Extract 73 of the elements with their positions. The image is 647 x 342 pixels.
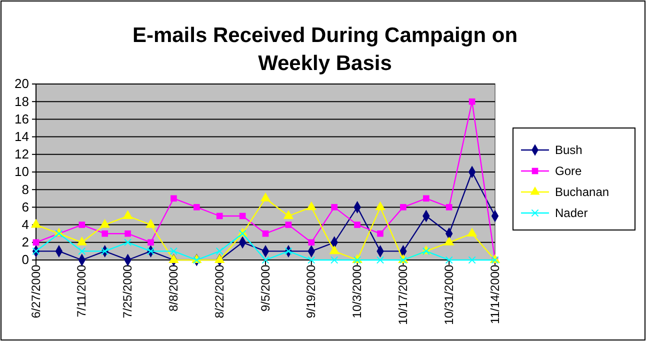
point: [124, 230, 131, 237]
y-tick-label: 18: [14, 94, 29, 109]
point: [445, 256, 453, 264]
x-tick-label: 10/3/2000: [350, 264, 364, 318]
point: [329, 245, 340, 254]
y-tick-label: 16: [14, 111, 29, 126]
point: [444, 236, 454, 246]
point: [466, 228, 478, 237]
point: [76, 236, 87, 246]
point: [468, 256, 476, 264]
point: [78, 247, 86, 255]
point: [283, 210, 294, 219]
point: [32, 247, 40, 255]
x-tick-label: 10/17/2000: [396, 264, 410, 325]
x-tick-label: 11/14/2000: [488, 264, 502, 324]
point: [446, 204, 452, 210]
y-tick-label: 6: [22, 199, 29, 214]
point: [377, 230, 384, 237]
point: [468, 98, 476, 105]
point: [168, 254, 179, 263]
x-tick-label: 6/27/2000: [28, 264, 43, 318]
point: [124, 238, 132, 246]
point: [308, 239, 315, 246]
y-tick-label: 0: [22, 252, 29, 268]
point: [100, 218, 110, 228]
point: [239, 212, 246, 220]
point: [170, 195, 177, 202]
point: [170, 247, 178, 255]
legend-label: Nader: [555, 206, 588, 220]
point: [146, 247, 155, 255]
y-tick-label: 12: [14, 146, 29, 162]
legend-label: Buchanan: [555, 185, 610, 199]
point: [400, 204, 406, 210]
legend-label: Bush: [555, 143, 582, 157]
point: [148, 239, 154, 246]
point: [285, 222, 292, 228]
point: [78, 222, 86, 228]
point: [375, 201, 386, 210]
point: [306, 201, 316, 210]
point: [422, 195, 430, 202]
x-tick-label: 9/19/2000: [304, 264, 318, 318]
chart-title: E-mails Received During Campaign on Weekly Basis: [132, 24, 518, 75]
x-tick-label: 9/5/2000: [258, 264, 272, 312]
point: [262, 230, 269, 237]
x-tick-label: 8/8/2000: [166, 264, 181, 312]
point: [308, 256, 316, 264]
point: [101, 247, 109, 255]
point: [330, 256, 338, 264]
point: [262, 256, 270, 264]
x-tick-label: 7/11/2000: [74, 264, 89, 318]
point: [331, 204, 338, 210]
y-tick-label: 10: [14, 164, 29, 180]
point: [260, 192, 271, 202]
point: [30, 218, 42, 228]
point: [122, 210, 133, 219]
point: [376, 256, 384, 264]
point: [354, 222, 360, 228]
x-tick-label: 8/22/2000: [212, 264, 226, 318]
y-tick-label: 2: [22, 234, 29, 250]
point: [214, 254, 225, 263]
point: [216, 247, 224, 255]
point: [284, 247, 292, 255]
point: [146, 218, 156, 228]
x-tick-label: 7/25/2000: [120, 264, 135, 318]
x-tick-label: 10/31/2000: [442, 264, 456, 325]
point: [216, 212, 223, 220]
y-tick-label: 4: [22, 216, 29, 232]
y-tick-label: 8: [22, 182, 29, 197]
y-tick-label: 20: [14, 76, 29, 92]
legend-label: Gore: [555, 164, 582, 178]
point: [102, 230, 108, 237]
y-tick-label: 14: [14, 128, 29, 144]
point: [193, 204, 200, 210]
